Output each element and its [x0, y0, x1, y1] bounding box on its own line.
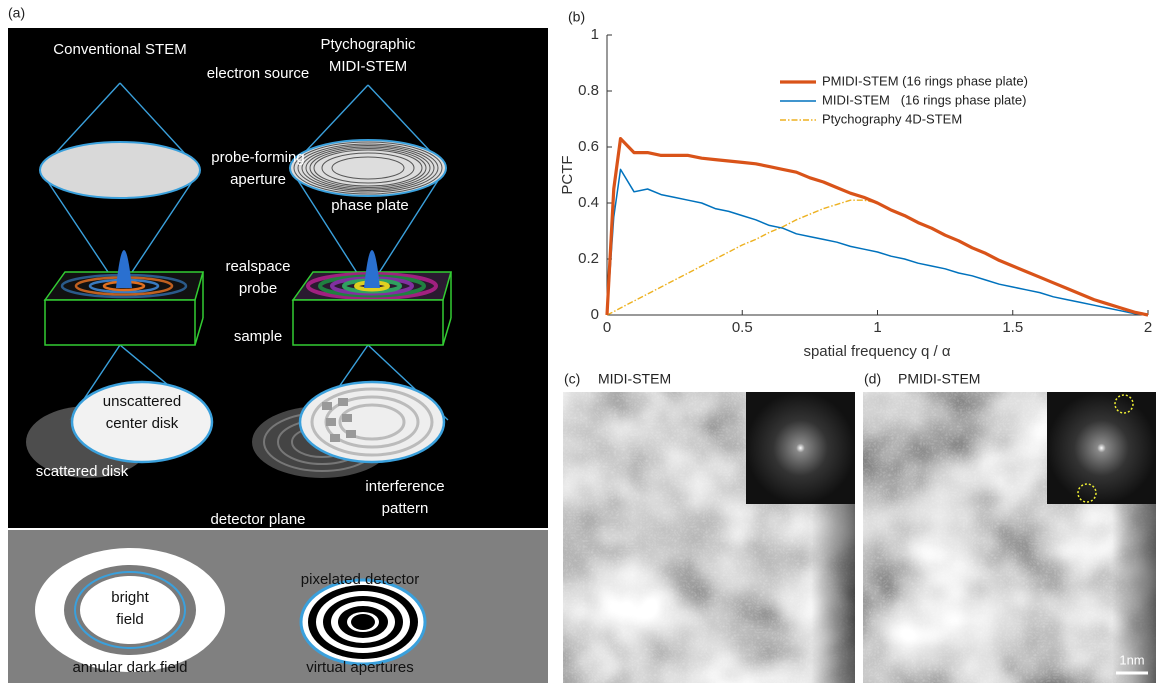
fft-inset	[746, 392, 855, 504]
legend-label: MIDI-STEM (16 rings phase plate)	[822, 92, 1026, 107]
label: scattered disk	[36, 463, 129, 480]
line-series	[607, 139, 1148, 315]
panel-label: (c)	[564, 371, 580, 387]
panel-title: PMIDI-STEM	[898, 371, 980, 387]
y-tick-label: 0.2	[578, 250, 599, 267]
line-series	[607, 200, 1148, 315]
panel-label: (d)	[864, 371, 881, 387]
y-tick-label: 0.4	[578, 194, 599, 211]
legend-label: Ptychography 4D-STEM	[822, 111, 962, 126]
figure: (a) Conventional STEM Ptychographic MIDI…	[0, 0, 1156, 683]
scale-bar-label: 1nm	[1119, 652, 1144, 667]
x-tick-label: 0	[603, 319, 611, 336]
panel-b: (b) spatial frequency q / α PCTF 0 0.2 0.4…	[559, 9, 1152, 360]
y-tick-label: 0	[591, 306, 599, 323]
label: probe	[239, 280, 277, 297]
label: realspace	[225, 258, 290, 275]
label: pattern	[382, 500, 429, 517]
line-series	[607, 169, 1148, 315]
panel-title: MIDI-STEM	[598, 371, 671, 387]
label: field	[116, 611, 144, 628]
label: center disk	[106, 415, 179, 432]
label: sample	[234, 328, 282, 345]
page: Figure html, body { margin: 0; padding: …	[0, 0, 1156, 683]
y-axis-label: PCTF	[559, 155, 576, 194]
y-tick-label: 1	[591, 26, 599, 43]
label: phase plate	[331, 197, 409, 214]
fft-inset	[1047, 392, 1156, 504]
legend-label: PMIDI-STEM (16 rings phase plate)	[822, 73, 1028, 88]
label: electron source	[207, 65, 310, 82]
panel-label: (a)	[8, 5, 25, 21]
label: interference	[365, 478, 444, 495]
panel-c: (c) MIDI-STEM	[563, 371, 855, 683]
label: probe-forming	[211, 149, 304, 166]
label: virtual apertures	[306, 659, 414, 676]
label: detector plane	[210, 511, 305, 528]
page-body: {"panel_a": {"label": "(a)", "left_title…	[0, 0, 1156, 683]
label: bright	[111, 589, 149, 606]
label: aperture	[230, 171, 286, 188]
panel-a: (a) Conventional STEM Ptychographic MIDI…	[8, 5, 548, 683]
label: pixelated detector	[301, 571, 419, 588]
x-tick-label: 1	[873, 319, 881, 336]
column-title: Conventional STEM	[53, 41, 186, 58]
x-tick-label: 1.5	[1002, 319, 1023, 336]
panel-d: (d) PMIDI-STEM 1nm	[863, 371, 1156, 683]
aperture	[40, 142, 200, 198]
column-title: MIDI-STEM	[329, 58, 407, 75]
y-tick-label: 0.6	[578, 138, 599, 155]
x-axis-label: spatial frequency q / α	[803, 343, 950, 360]
label: unscattered	[103, 393, 181, 410]
y-tick-label: 0.8	[578, 82, 599, 99]
column-title: Ptychographic	[320, 36, 416, 53]
panel-label: (b)	[568, 9, 585, 25]
x-tick-label: 0.5	[732, 319, 753, 336]
x-tick-label: 2	[1144, 319, 1152, 336]
label: annular dark field	[72, 659, 187, 676]
phase-plate	[290, 140, 446, 196]
pixelated-detector	[301, 580, 425, 664]
